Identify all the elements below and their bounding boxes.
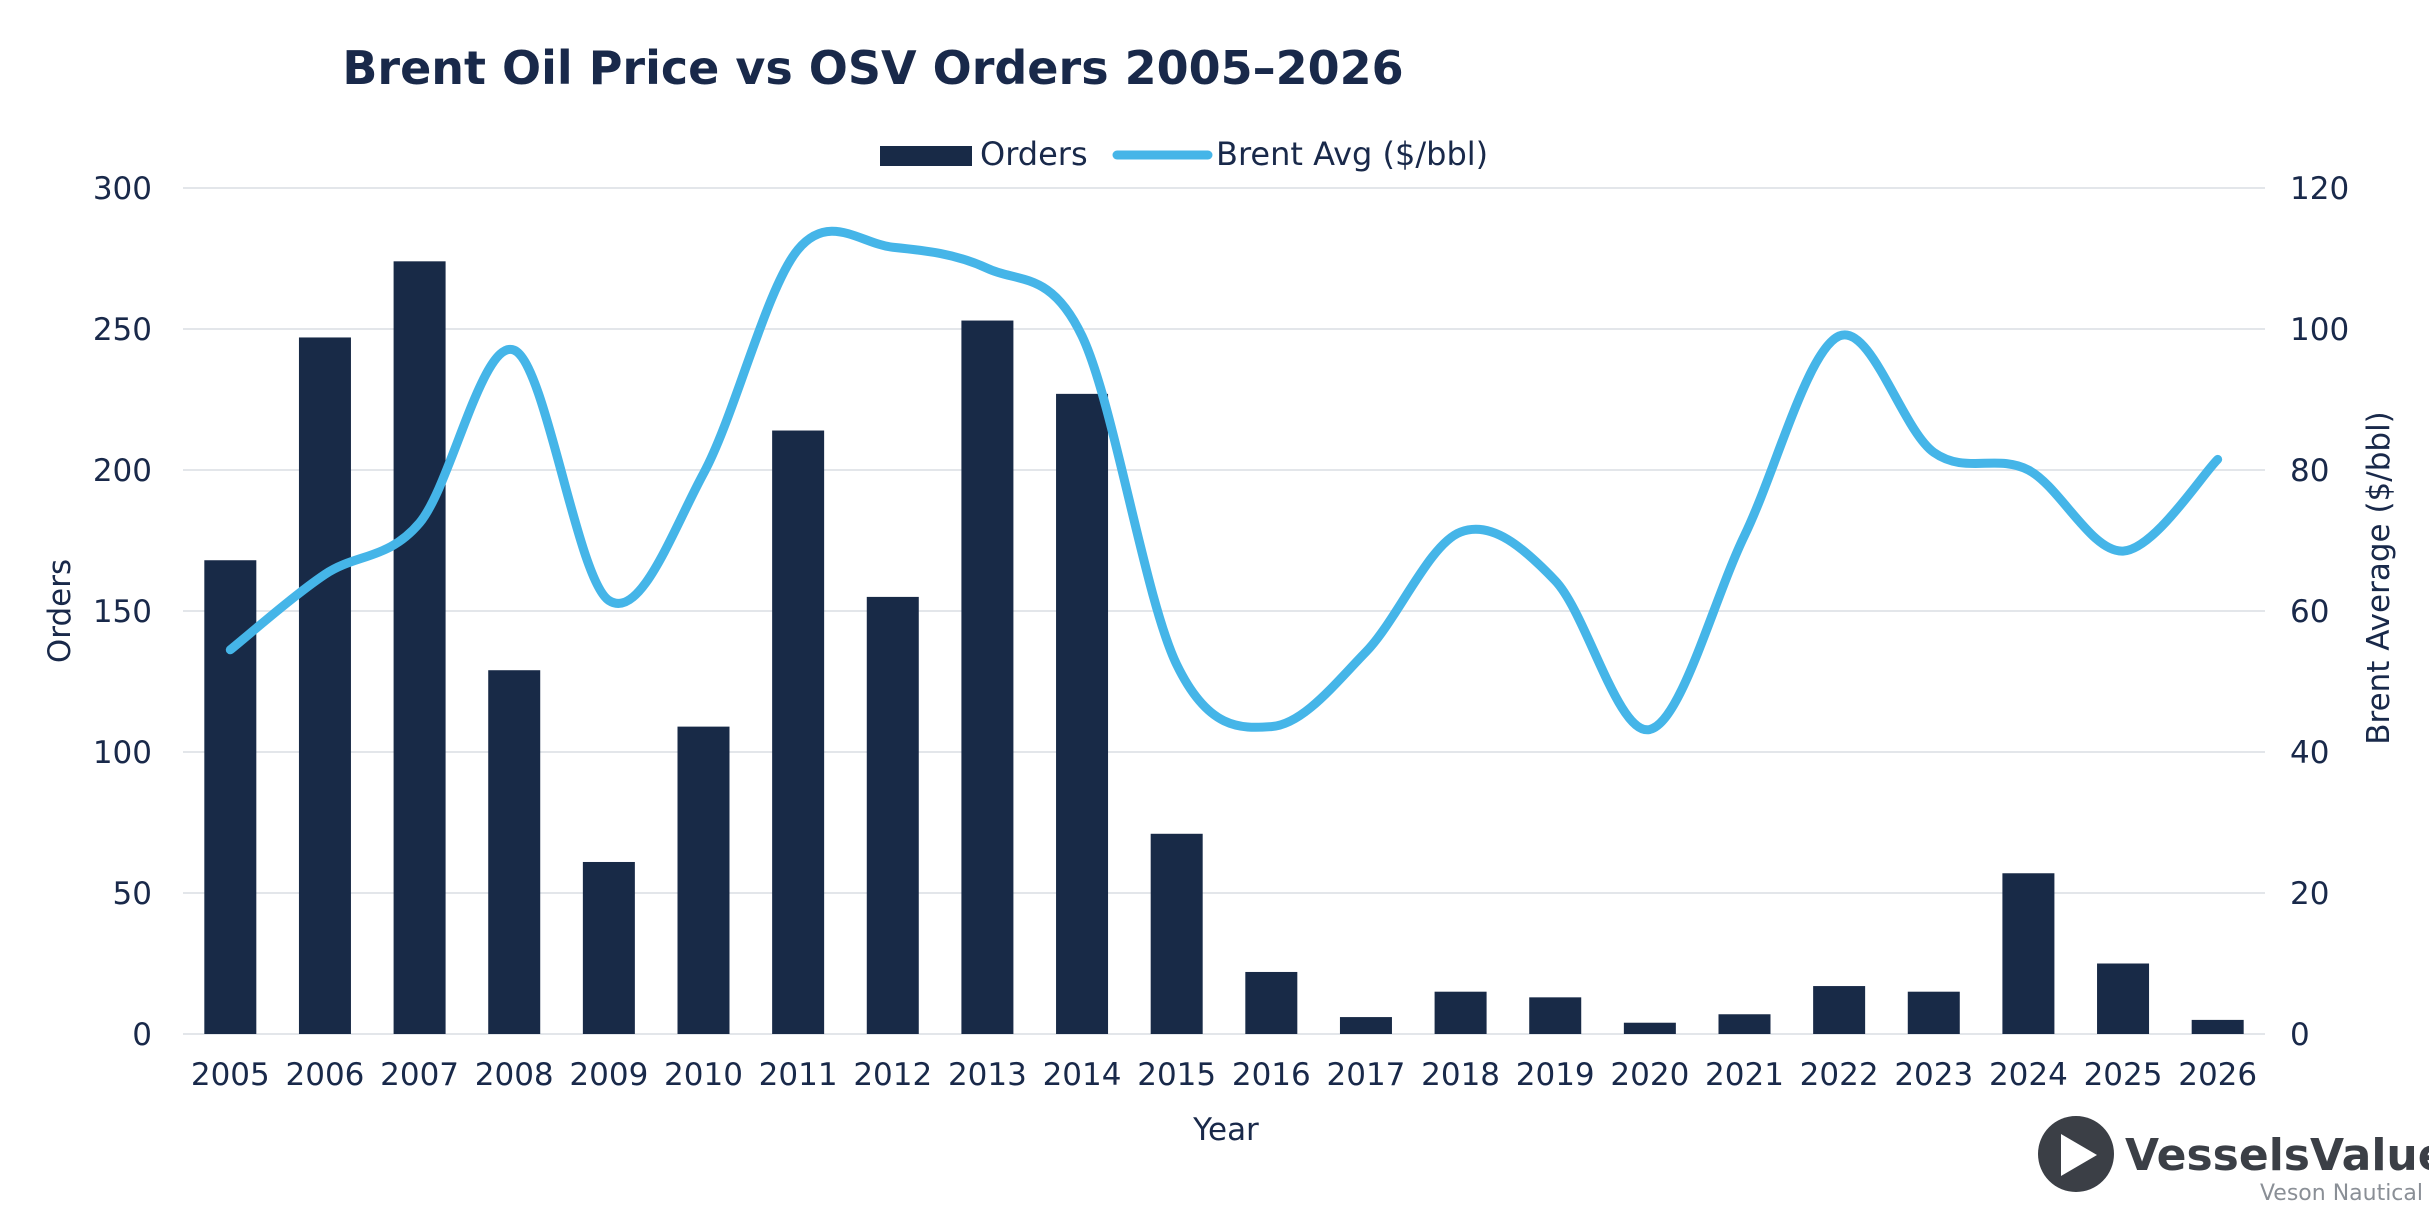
- y-tick-right: 100: [2290, 312, 2349, 348]
- legend: Orders Brent Avg ($/bbl): [880, 135, 1488, 173]
- legend-swatch-orders: [880, 146, 972, 166]
- x-tick: 2020: [1610, 1057, 1689, 1093]
- y-axis-left-label: Orders: [42, 559, 78, 663]
- vesselsvalue-logo: VesselsValue Veson Nautical: [2038, 1116, 2429, 1206]
- bar-orders-2008: [488, 670, 541, 1034]
- y-tick-left: 50: [113, 876, 152, 912]
- bar-orders-2023: [1907, 991, 1960, 1034]
- x-tick: 2016: [1232, 1057, 1311, 1093]
- x-tick: 2011: [759, 1057, 838, 1093]
- x-tick: 2022: [1800, 1057, 1879, 1093]
- x-tick: 2013: [948, 1057, 1027, 1093]
- bar-orders-2013: [961, 320, 1014, 1034]
- x-tick: 2015: [1137, 1057, 1216, 1093]
- x-tick: 2017: [1327, 1057, 1406, 1093]
- bar-orders-2016: [1245, 971, 1298, 1034]
- bar-orders-2024: [2002, 873, 2055, 1034]
- x-tick: 2008: [475, 1057, 554, 1093]
- y-tick-right: 60: [2290, 594, 2329, 630]
- x-tick: 2012: [853, 1057, 932, 1093]
- y-tick-left: 200: [93, 453, 152, 489]
- y-tick-right: 0: [2290, 1017, 2310, 1053]
- y-axis-right: 0 20 40 60 80 100 120: [2290, 171, 2349, 1053]
- legend-label-brent: Brent Avg ($/bbl): [1216, 135, 1488, 173]
- chart-title: Brent Oil Price vs OSV Orders 2005–2026: [342, 41, 1403, 95]
- x-tick: 2018: [1421, 1057, 1500, 1093]
- bar-orders-2010: [677, 726, 730, 1034]
- x-tick: 2005: [191, 1057, 270, 1093]
- bar-orders-2006: [298, 337, 351, 1035]
- brent-line-group: [225, 226, 2223, 734]
- x-tick: 2010: [664, 1057, 743, 1093]
- y-tick-left: 100: [93, 735, 152, 771]
- x-tick: 2026: [2178, 1057, 2257, 1093]
- brent-line: [225, 226, 2223, 734]
- y-tick-left: 250: [93, 312, 152, 348]
- y-tick-left: 150: [93, 594, 152, 630]
- y-axis-right-label: Brent Average ($/bbl): [2361, 411, 2397, 745]
- bar-orders-2015: [1150, 833, 1203, 1034]
- x-axis-label: Year: [1192, 1112, 1259, 1148]
- logo-text: VesselsValue: [2125, 1130, 2429, 1181]
- x-tick: 2007: [380, 1057, 459, 1093]
- y-tick-right: 80: [2290, 453, 2329, 489]
- y-tick-right: 20: [2290, 876, 2329, 912]
- bar-orders-2007: [393, 261, 446, 1034]
- bar-orders-2020: [1623, 1022, 1676, 1034]
- x-tick: 2006: [286, 1057, 365, 1093]
- x-tick: 2024: [1989, 1057, 2068, 1093]
- bar-orders-2022: [1813, 986, 1866, 1034]
- y-tick-left: 300: [93, 171, 152, 207]
- bar-orders-2009: [582, 861, 635, 1034]
- x-tick: 2009: [569, 1057, 648, 1093]
- logo-subtext: Veson Nautical: [2260, 1181, 2423, 1206]
- bars: [204, 261, 2244, 1035]
- bar-orders-2021: [1718, 1014, 1771, 1034]
- bar-orders-2012: [866, 596, 919, 1034]
- bar-orders-2014: [1056, 393, 1109, 1034]
- y-tick-right: 40: [2290, 735, 2329, 771]
- y-tick-right: 120: [2290, 171, 2349, 207]
- logo-play-icon: [2061, 1134, 2097, 1176]
- y-tick-left: 0: [132, 1017, 152, 1053]
- bar-orders-2026: [2191, 1019, 2244, 1034]
- x-tick: 2014: [1043, 1057, 1122, 1093]
- bar-orders-2011: [772, 430, 825, 1034]
- bar-orders-2017: [1339, 1017, 1392, 1034]
- x-tick: 2025: [2084, 1057, 2163, 1093]
- legend-label-orders: Orders: [980, 135, 1088, 173]
- bar-orders-2018: [1434, 991, 1487, 1034]
- x-tick: 2021: [1705, 1057, 1784, 1093]
- x-tick: 2019: [1516, 1057, 1595, 1093]
- bar-orders-2025: [2097, 963, 2150, 1034]
- x-tick: 2023: [1894, 1057, 1973, 1093]
- bar-orders-2019: [1529, 997, 1582, 1034]
- y-axis-left: 0 50 100 150 200 250 300: [93, 171, 152, 1053]
- x-axis: 2005 2006 2007 2008 2009 2010 2011 2012 2013 2014…: [191, 1057, 2257, 1093]
